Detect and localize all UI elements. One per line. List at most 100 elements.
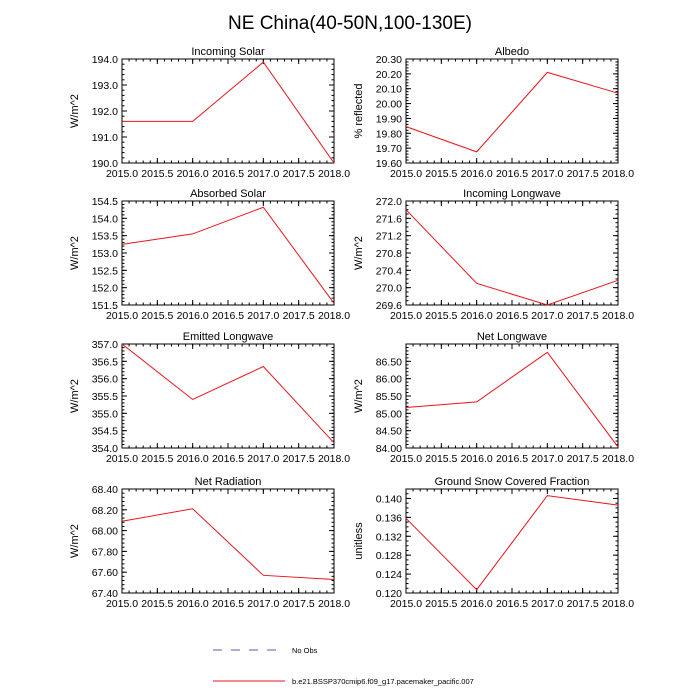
panel-5-title: Net Longwave [477, 331, 547, 343]
panel-0-xtick-label: 2015.0 [106, 168, 138, 180]
panel-4-xtick-label: 2017.0 [247, 453, 279, 465]
panel-5-ytick-label: 84.00 [376, 443, 402, 455]
panel-5-xtick-label: 2016.0 [461, 453, 493, 465]
panel-1-ytick-label: 19.70 [376, 143, 402, 155]
panel-4-xtick-label: 2016.5 [212, 453, 244, 465]
panel-2-xtick-label: 2016.0 [177, 310, 209, 322]
panel-6-xtick-label: 2015.0 [106, 598, 138, 610]
panel-6-ytick-label: 68.20 [92, 505, 118, 517]
panel-6-xtick-label: 2016.5 [212, 598, 244, 610]
panel-1-xtick-label: 2015.0 [390, 168, 422, 180]
panel-3-xtick-label: 2015.5 [425, 310, 457, 322]
panel-6-title: Net Radiation [195, 476, 262, 488]
panel-4-xtick-label: 2016.0 [177, 453, 209, 465]
panel-2-xtick-label: 2015.0 [106, 310, 138, 322]
panel-1: Albedo 2015.0 2015.5 2016.0 2016.5 2017.0 2017… [353, 46, 634, 180]
panel-4-xtick-label: 2015.5 [141, 453, 173, 465]
panel-3-ylabel: W/m^2 [353, 236, 365, 270]
panel-7: Ground Snow Covered Fraction 2015.0 2015.5… [353, 476, 634, 610]
panel-2-ytick-label: 153.5 [92, 231, 118, 243]
panel-4-ytick-label: 355.0 [92, 408, 118, 420]
panel-7-xtick-label: 2017.0 [531, 598, 563, 610]
panel-3-xtick-label: 2017.0 [531, 310, 563, 322]
panel-6-ytick-label: 68.00 [92, 526, 118, 538]
panel-7-xtick-label: 2015.0 [390, 598, 422, 610]
panel-7-frame [405, 488, 619, 594]
panel-0-xtick-label: 2017.0 [247, 168, 279, 180]
panel-4-xtick-label: 2017.5 [283, 453, 315, 465]
legend-model-label: b.e21.BSSP370cmip6.f09_g17.pacemaker_pac… [292, 677, 474, 686]
panel-2-xtick-label: 2017.0 [247, 310, 279, 322]
panel-3-xtick-label: 2015.0 [390, 310, 422, 322]
legend-no-obs-label: No Obs [292, 646, 318, 655]
panel-6-xtick-label: 2018.0 [318, 598, 350, 610]
panel-7-xtick-label: 2016.5 [496, 598, 528, 610]
panel-6-xtick-label: 2015.5 [141, 598, 173, 610]
panel-1-xtick-label: 2018.0 [602, 168, 634, 180]
panel-3-xtick-label: 2018.0 [602, 310, 634, 322]
panel-2-ytick-label: 154.5 [92, 196, 118, 208]
panel-1-ytick-label: 19.80 [376, 128, 402, 140]
panel-2-ytick-label: 152.0 [92, 283, 118, 295]
panel-0-xtick-label: 2016.0 [177, 168, 209, 180]
panel-1-series-line [405, 71, 619, 153]
panel-3: Incoming Longwave 2015.0 2015.5 2016.0 2016.… [353, 188, 634, 322]
panel-2-ytick-label: 153.0 [92, 248, 118, 260]
panel-3-series-line [405, 209, 619, 306]
panel-1-ytick-label: 19.60 [376, 158, 402, 170]
panel-4-ylabel: W/m^2 [69, 379, 81, 413]
panel-7-xtick-label: 2015.5 [425, 598, 457, 610]
panel-5-ylabel: W/m^2 [353, 379, 365, 413]
panel-0-ytick-label: 190.0 [92, 158, 118, 170]
panel-1-ylabel: % reflected [353, 83, 365, 138]
panel-5-ytick-label: 86.50 [376, 356, 402, 368]
panel-2-xtick-label: 2015.5 [141, 310, 173, 322]
panel-6-series-line [121, 508, 335, 580]
panel-5-xtick-label: 2017.0 [531, 453, 563, 465]
panel-5-xtick-label: 2017.5 [567, 453, 599, 465]
panel-0-ytick-label: 192.0 [92, 106, 118, 118]
panel-1-xtick-label: 2017.0 [531, 168, 563, 180]
panel-4-title: Emitted Longwave [183, 331, 274, 343]
panel-6-ytick-label: 68.40 [92, 484, 118, 496]
panel-0-xtick-label: 2017.5 [283, 168, 315, 180]
panel-4-xtick-label: 2018.0 [318, 453, 350, 465]
panel-2-xtick-label: 2018.0 [318, 310, 350, 322]
panel-3-xtick-label: 2016.5 [496, 310, 528, 322]
panel-2-frame [121, 200, 335, 306]
panel-4-ytick-label: 355.5 [92, 391, 118, 403]
panel-3-xtick-label: 2016.0 [461, 310, 493, 322]
panel-7-ytick-label: 0.124 [376, 569, 402, 581]
panel-1-ytick-label: 20.00 [376, 99, 402, 111]
panel-7-ytick-label: 0.120 [376, 588, 402, 600]
panel-3-ytick-label: 271.6 [376, 213, 402, 225]
panel-7-xtick-label: 2016.0 [461, 598, 493, 610]
panel-4: Emitted Longwave 2015.0 2015.5 2016.0 2016.5… [69, 331, 350, 465]
panel-6-ytick-label: 67.60 [92, 567, 118, 579]
panel-6-ytick-label: 67.40 [92, 588, 118, 600]
panel-5-ytick-label: 85.00 [376, 408, 402, 420]
panel-7-series-line [405, 495, 619, 591]
panel-1-xtick-label: 2017.5 [567, 168, 599, 180]
panel-2-ylabel: W/m^2 [69, 236, 81, 270]
panel-0-ylabel: W/m^2 [69, 94, 81, 128]
panel-4-series-line [121, 343, 335, 444]
panel-3-ytick-label: 270.8 [376, 248, 402, 260]
panel-5-xtick-label: 2015.0 [390, 453, 422, 465]
panel-2-title: Absorbed Solar [190, 188, 266, 200]
panel-1-xtick-label: 2015.5 [425, 168, 457, 180]
panel-1-frame [405, 58, 619, 164]
panel-6-xtick-label: 2017.0 [247, 598, 279, 610]
panel-6-xtick-label: 2017.5 [283, 598, 315, 610]
panel-5-xtick-label: 2015.5 [425, 453, 457, 465]
panel-6-xtick-label: 2016.0 [177, 598, 209, 610]
panel-3-frame [405, 200, 619, 306]
panel-5-ytick-label: 85.50 [376, 391, 402, 403]
panel-3-ytick-label: 270.4 [376, 265, 402, 277]
panel-1-title: Albedo [495, 46, 529, 58]
panel-2-ytick-label: 154.0 [92, 213, 118, 225]
